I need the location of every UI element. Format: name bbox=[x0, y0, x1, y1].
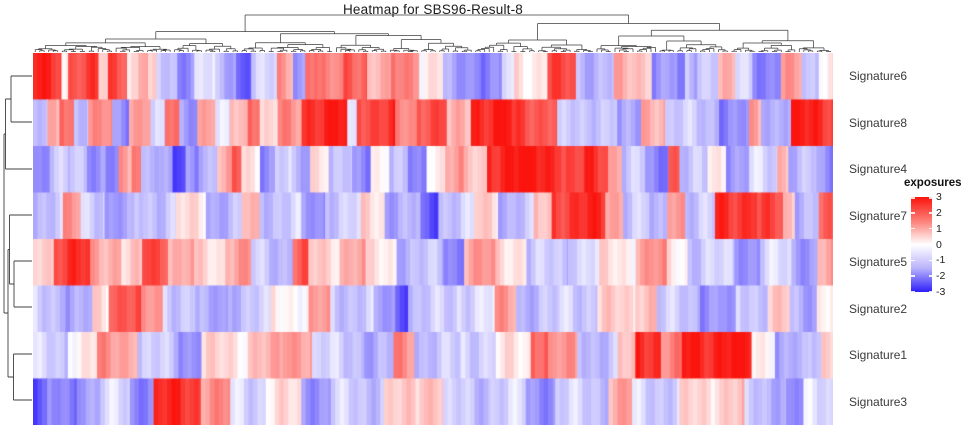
legend-tick-label: -2 bbox=[936, 270, 946, 283]
heatmap-canvas bbox=[33, 53, 833, 425]
legend-tick-mark bbox=[911, 290, 915, 292]
legend-tick-mark bbox=[911, 259, 915, 262]
legend-tick-mark bbox=[928, 290, 932, 292]
legend-tick-label: 2 bbox=[936, 206, 942, 219]
legend-tick-mark bbox=[911, 243, 915, 246]
legend-tick-mark bbox=[911, 227, 915, 230]
legend-tick-mark bbox=[928, 212, 932, 214]
legend-tick-mark bbox=[928, 243, 932, 246]
legend-tick-label: -1 bbox=[936, 254, 946, 267]
row-label: Signature7 bbox=[849, 208, 908, 223]
legend-tick-mark bbox=[928, 227, 932, 230]
legend-gradient bbox=[911, 197, 932, 292]
legend-tick-mark bbox=[928, 259, 932, 262]
row-label: Signature3 bbox=[849, 394, 908, 409]
legend-tick-label: 0 bbox=[936, 238, 942, 251]
legend-tick-mark bbox=[928, 275, 932, 277]
legend-tick-mark bbox=[911, 197, 915, 199]
legend-tick-mark bbox=[928, 197, 932, 199]
legend-tick-mark bbox=[911, 275, 915, 277]
legend-tick-label: 1 bbox=[936, 222, 942, 235]
plot-title: Heatmap for SBS96-Result-8 bbox=[342, 2, 524, 17]
row-label: Signature6 bbox=[849, 69, 908, 84]
legend-tick-label: -3 bbox=[936, 286, 946, 298]
legend-colorbar bbox=[911, 197, 932, 292]
row-label: Signature8 bbox=[849, 115, 908, 130]
legend-tick-label: 3 bbox=[936, 191, 942, 203]
row-label: Signature4 bbox=[849, 162, 908, 177]
legend-title: exposures bbox=[904, 177, 962, 189]
legend-tick-mark bbox=[911, 212, 915, 214]
row-label: Signature5 bbox=[849, 255, 908, 270]
row-label: Signature2 bbox=[849, 301, 908, 316]
row-label: Signature1 bbox=[849, 348, 908, 363]
